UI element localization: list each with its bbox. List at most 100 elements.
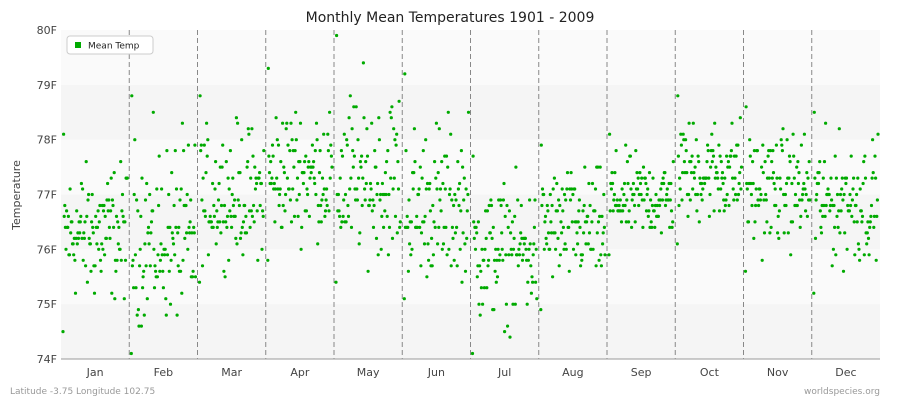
data-point bbox=[761, 143, 765, 147]
data-point bbox=[668, 198, 672, 202]
data-point bbox=[465, 236, 469, 240]
data-point bbox=[292, 165, 296, 169]
data-point bbox=[172, 203, 176, 208]
data-point bbox=[157, 154, 161, 158]
data-point bbox=[434, 121, 438, 125]
data-point bbox=[413, 160, 417, 164]
data-point bbox=[345, 143, 349, 147]
data-point bbox=[419, 264, 423, 268]
data-point bbox=[586, 242, 590, 246]
data-point bbox=[143, 198, 148, 202]
data-point bbox=[450, 198, 454, 202]
data-point bbox=[360, 203, 364, 208]
data-point bbox=[480, 247, 484, 251]
data-point bbox=[277, 203, 281, 208]
data-point bbox=[464, 187, 468, 191]
data-point bbox=[715, 171, 719, 175]
data-point bbox=[258, 171, 262, 175]
data-point bbox=[96, 209, 100, 213]
data-point bbox=[365, 154, 370, 158]
data-point bbox=[803, 187, 807, 191]
data-point bbox=[62, 214, 66, 218]
data-point bbox=[501, 198, 505, 202]
data-point bbox=[804, 192, 808, 197]
data-point bbox=[244, 231, 249, 235]
data-point bbox=[103, 214, 107, 218]
data-point bbox=[267, 154, 271, 158]
data-point bbox=[160, 187, 164, 191]
data-point bbox=[376, 253, 380, 257]
data-point bbox=[224, 220, 228, 224]
data-point bbox=[850, 198, 855, 202]
data-point bbox=[253, 187, 257, 191]
data-point bbox=[444, 154, 449, 158]
data-point bbox=[461, 231, 465, 235]
data-point bbox=[140, 176, 144, 180]
data-point bbox=[111, 203, 115, 208]
data-point bbox=[502, 181, 506, 186]
data-point bbox=[607, 253, 611, 257]
data-point bbox=[284, 192, 288, 197]
data-point bbox=[862, 253, 866, 257]
data-point bbox=[830, 198, 834, 202]
data-point bbox=[341, 214, 345, 218]
data-point bbox=[840, 187, 844, 191]
data-point bbox=[651, 176, 655, 180]
data-point bbox=[833, 154, 837, 158]
data-point bbox=[404, 149, 408, 153]
data-point bbox=[157, 203, 161, 208]
data-point bbox=[733, 176, 737, 180]
data-point bbox=[190, 275, 195, 279]
data-point bbox=[504, 253, 508, 257]
data-point bbox=[402, 297, 406, 301]
data-point bbox=[144, 264, 148, 268]
data-point bbox=[567, 225, 571, 229]
data-point bbox=[215, 225, 219, 229]
data-point bbox=[723, 203, 728, 208]
data-point bbox=[626, 181, 630, 186]
data-point bbox=[653, 225, 657, 229]
data-point bbox=[724, 198, 728, 202]
data-point bbox=[90, 220, 94, 224]
data-point bbox=[693, 165, 697, 169]
data-point bbox=[234, 116, 238, 120]
data-point bbox=[483, 247, 487, 251]
data-point bbox=[463, 242, 467, 246]
data-point bbox=[346, 203, 350, 208]
data-point bbox=[835, 192, 840, 197]
data-point bbox=[271, 154, 275, 158]
data-point bbox=[756, 198, 760, 202]
data-point bbox=[457, 203, 461, 208]
data-point bbox=[225, 214, 230, 218]
data-point bbox=[594, 264, 598, 268]
data-point bbox=[326, 149, 330, 153]
data-point bbox=[189, 198, 193, 202]
data-point bbox=[588, 203, 592, 208]
data-point bbox=[246, 160, 250, 164]
data-point bbox=[855, 192, 859, 197]
data-point bbox=[294, 110, 298, 114]
data-point bbox=[276, 143, 281, 147]
data-point bbox=[69, 231, 73, 235]
data-point bbox=[249, 176, 253, 180]
data-point bbox=[688, 198, 692, 202]
data-point bbox=[95, 225, 100, 229]
data-point bbox=[133, 138, 137, 142]
data-point bbox=[273, 220, 277, 224]
data-point bbox=[784, 181, 789, 186]
data-point bbox=[425, 181, 430, 186]
location-label: Latitude -3.75 Longitude 102.75 bbox=[10, 387, 155, 397]
data-point bbox=[456, 187, 460, 191]
data-point bbox=[136, 308, 140, 312]
data-point bbox=[718, 154, 722, 158]
data-point bbox=[774, 203, 778, 208]
data-point bbox=[717, 143, 721, 147]
data-point bbox=[351, 149, 355, 153]
legend-swatch bbox=[75, 42, 81, 48]
data-point bbox=[438, 187, 443, 191]
data-point bbox=[448, 187, 452, 191]
data-point bbox=[133, 253, 137, 257]
data-point bbox=[818, 209, 822, 213]
data-point bbox=[295, 198, 299, 202]
data-point bbox=[411, 187, 415, 191]
